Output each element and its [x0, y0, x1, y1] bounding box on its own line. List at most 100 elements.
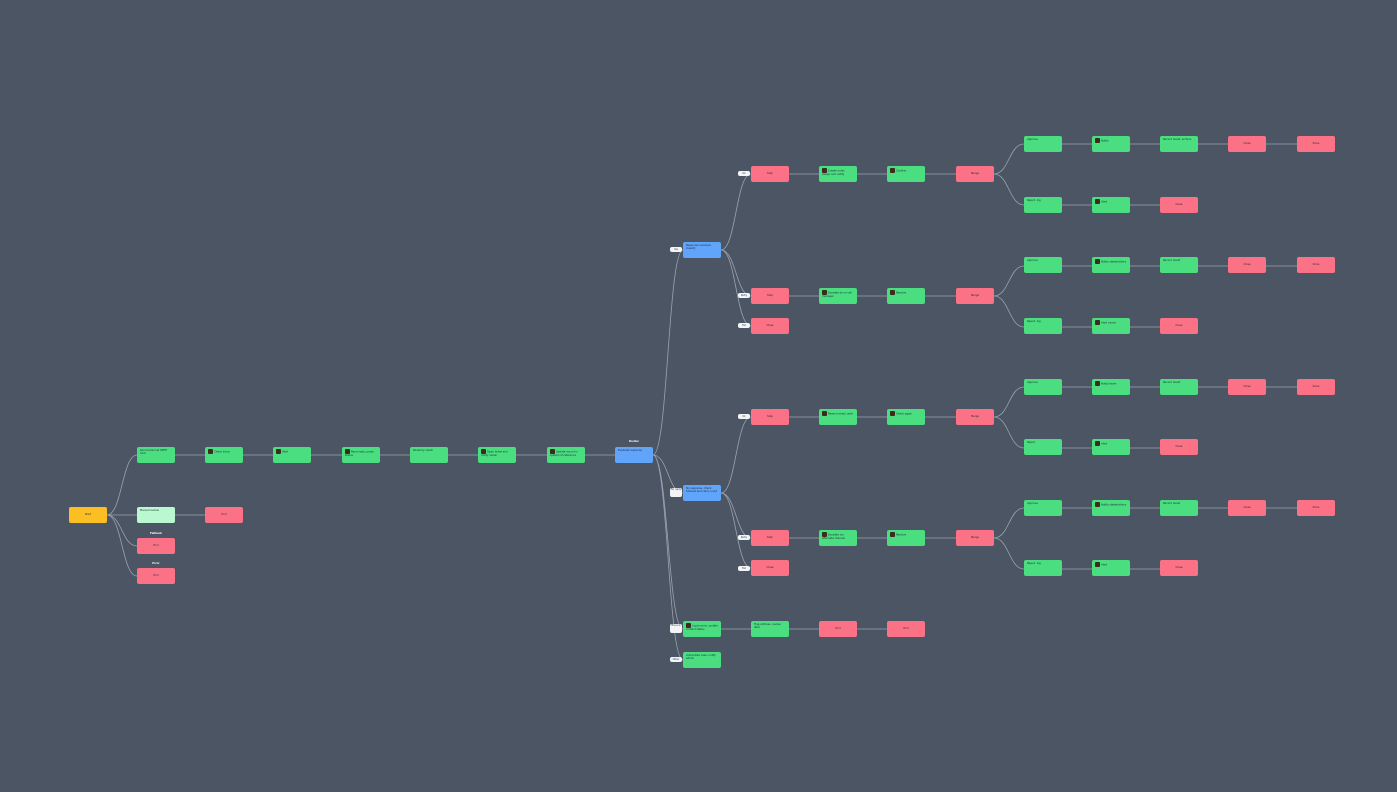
step-node[interactable]: Reject, log [1024, 197, 1062, 213]
step-node[interactable]: Approve [1024, 379, 1062, 395]
step-label: Record result, archive [1163, 138, 1192, 141]
step-node[interactable]: Alert owner [1092, 318, 1130, 334]
router-node[interactable]: Evaluate response [615, 447, 653, 463]
branch-label[interactable]: Other [670, 657, 682, 662]
step-label: Alert [1101, 442, 1108, 446]
step-node[interactable]: Unhandled case, notify admin [683, 652, 721, 668]
step-node[interactable]: Approve [1024, 136, 1062, 152]
step-label: Reject [1027, 441, 1036, 444]
branch-label[interactable]: Fail [738, 566, 750, 571]
branch-label[interactable]: No reply [670, 488, 682, 497]
step-node[interactable]: Open ticket and notify owner [478, 447, 516, 463]
branch-label[interactable]: Ok [738, 414, 750, 419]
step-node[interactable]: Send email via SMTP host [137, 447, 175, 463]
step-node[interactable]: Wait [273, 447, 311, 463]
branch-label[interactable]: Fail [738, 323, 750, 328]
branch-label[interactable]: Bounce [670, 624, 682, 633]
end-label: Close [1175, 566, 1183, 570]
step-node[interactable]: Resend email, wait [819, 409, 857, 425]
task-icon [481, 449, 486, 454]
step-node[interactable]: Flag address, review later [751, 621, 789, 637]
branch-label[interactable]: Ok [738, 171, 750, 176]
step-label: Approve [1027, 502, 1038, 505]
end-node[interactable]: Done [1297, 136, 1335, 152]
branch-label[interactable]: Retry [738, 535, 750, 540]
end-node[interactable]: Close [1160, 318, 1198, 334]
task-icon [890, 532, 895, 537]
branch-label[interactable]: Yes [670, 247, 682, 252]
end-node[interactable]: Stop [751, 530, 789, 546]
step-node[interactable]: Record result [1160, 500, 1198, 516]
task-icon [345, 449, 350, 454]
manual-review-node[interactable]: Manual review [137, 507, 175, 523]
step-node[interactable]: Approve [1024, 500, 1062, 516]
decision-node[interactable]: Response received, classify [683, 242, 721, 258]
step-node[interactable]: Notify stakeholders [1092, 257, 1130, 273]
step-node[interactable]: Resolve [887, 530, 925, 546]
step-node[interactable]: Update record in system of reference [547, 447, 585, 463]
step-node[interactable]: Reject, log [1024, 560, 1062, 576]
merge-node[interactable]: Merge [956, 530, 994, 546]
step-node[interactable]: Reject [1024, 439, 1062, 455]
step-node[interactable]: Approve [1024, 257, 1062, 273]
step-label: Approve [1027, 138, 1038, 141]
step-node[interactable]: Alert [1092, 560, 1130, 576]
branch-label[interactable]: Retry [738, 293, 750, 298]
step-node[interactable]: Resolve [887, 288, 925, 304]
step-node[interactable]: Reject, log [1024, 318, 1062, 334]
step-node[interactable]: Escalate via alternate channel [819, 530, 857, 546]
end-node[interactable]: Stop [751, 288, 789, 304]
end-node[interactable]: End [137, 538, 175, 554]
merge-node[interactable]: Merge [956, 166, 994, 182]
end-node[interactable]: Close [1160, 439, 1198, 455]
end-node[interactable]: Stop [751, 409, 789, 425]
start-node[interactable]: Start [69, 507, 107, 523]
step-node[interactable]: Check inbox [205, 447, 243, 463]
end-node[interactable]: Close [1160, 560, 1198, 576]
step-node[interactable]: Alert [1092, 197, 1130, 213]
end-node[interactable]: End [137, 568, 175, 584]
step-node[interactable]: Notify [1092, 136, 1130, 152]
step-node[interactable]: Notify team [1092, 379, 1130, 395]
step-node[interactable]: Create order, assign and notify [819, 166, 857, 182]
decision-node[interactable]: No response, check timeout and retry cou… [683, 485, 721, 501]
end-node[interactable]: Done [1297, 257, 1335, 273]
step-node[interactable]: Read reply, parse status [342, 447, 380, 463]
end-node[interactable]: Close [1228, 257, 1266, 273]
merge-node[interactable]: Merge [956, 409, 994, 425]
end-node[interactable]: End [887, 621, 925, 637]
step-node[interactable]: Escalate to on-call manager [819, 288, 857, 304]
step-node[interactable]: Record result, archive [1160, 136, 1198, 152]
end-label: Close [1243, 506, 1251, 510]
step-label: Notify team [1101, 382, 1117, 386]
error-caption: Error [152, 562, 160, 565]
step-node[interactable]: Record result [1160, 379, 1198, 395]
step-node[interactable]: Route by result [410, 447, 448, 463]
end-node[interactable]: Close [1228, 379, 1266, 395]
end-node[interactable]: Done [1297, 379, 1335, 395]
end-node[interactable]: Stop [751, 166, 789, 182]
step-node[interactable]: Confirm [887, 166, 925, 182]
end-node[interactable]: Close [1228, 136, 1266, 152]
end-node[interactable]: Close [1160, 197, 1198, 213]
end-node[interactable]: End [819, 621, 857, 637]
merge-label: Merge [970, 172, 980, 176]
step-label: Alert owner [1101, 321, 1117, 325]
step-node[interactable]: Notify stakeholders [1092, 500, 1130, 516]
step-node[interactable]: Alert [1092, 439, 1130, 455]
end-node[interactable]: End [205, 507, 243, 523]
end-node[interactable]: Done [1297, 500, 1335, 516]
end-label: Close [1243, 142, 1251, 146]
step-label: Notify [1101, 139, 1109, 143]
end-node[interactable]: Close [751, 560, 789, 576]
end-node[interactable]: Close [751, 318, 789, 334]
edge [652, 454, 684, 630]
step-node[interactable]: Record result [1160, 257, 1198, 273]
step-node[interactable]: Log bounce, update contact status [683, 621, 721, 637]
step-label: Create order, assign and notify [822, 169, 846, 176]
step-label: Update record in system of reference [550, 450, 578, 457]
merge-node[interactable]: Merge [956, 288, 994, 304]
step-node[interactable]: Check again [887, 409, 925, 425]
end-node[interactable]: Close [1228, 500, 1266, 516]
